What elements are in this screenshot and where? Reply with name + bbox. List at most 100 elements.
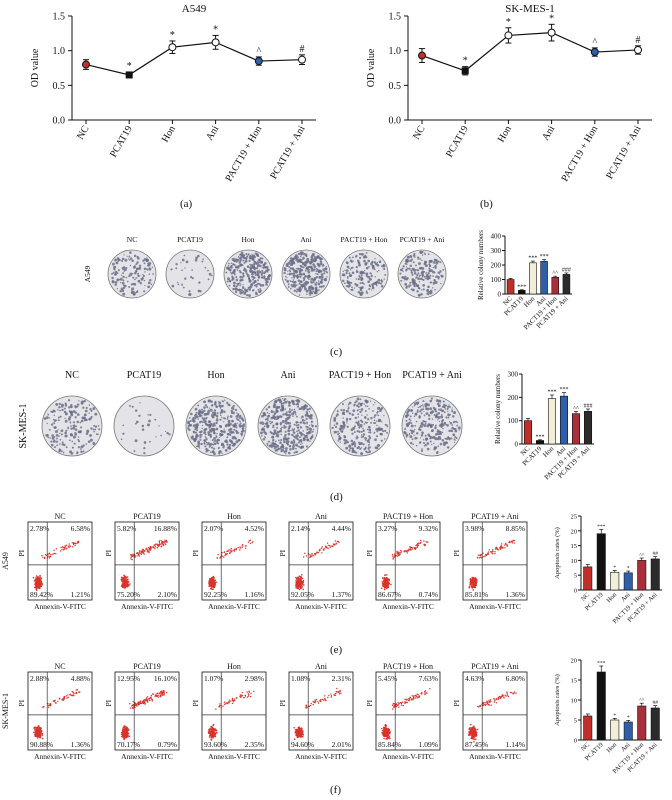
flow-dot (37, 724, 40, 727)
colony-dot (71, 440, 74, 443)
colony-dot (111, 280, 114, 283)
colony-dot (285, 440, 288, 444)
colony-dot (409, 254, 413, 258)
colony-dot (129, 251, 132, 254)
colony-dot (375, 420, 378, 422)
colony-dot (121, 257, 125, 261)
colony-dot (260, 276, 264, 279)
colony-dot (85, 432, 89, 435)
colony-dot (282, 443, 284, 446)
colony-dot (368, 287, 371, 290)
colony-dot (415, 269, 418, 271)
colony-dot (311, 288, 314, 291)
colony-dot (90, 409, 93, 412)
flow-dot (126, 585, 129, 588)
colony-dot (292, 283, 296, 286)
colony-dot (296, 430, 298, 433)
flow-dot (409, 546, 411, 548)
colony-dot (439, 273, 441, 275)
bar (623, 572, 633, 591)
flow-dot (210, 583, 213, 585)
row-label: SK-MES-1 (18, 403, 29, 448)
colony-dot (257, 260, 259, 262)
colony-dot (304, 260, 307, 264)
colony-dot (434, 265, 437, 268)
flow-dot (126, 576, 129, 578)
flow-dot (321, 546, 324, 548)
colony-dot (282, 446, 285, 448)
colony-dot (295, 450, 299, 454)
flow-dot (138, 554, 140, 556)
flow-dot (480, 554, 483, 556)
colony-dot (379, 432, 383, 436)
colony-dot (414, 412, 418, 415)
flow-dot (148, 699, 151, 702)
colony-dot (270, 416, 274, 420)
colony-dot (360, 402, 363, 406)
colony-dot (364, 410, 367, 413)
flow-x-label: Annexin-V-FITC (295, 602, 347, 611)
flow-dot (468, 585, 471, 588)
colony-dot (432, 275, 434, 277)
colony-dot (64, 431, 67, 435)
flow-dot (37, 580, 40, 583)
colony-dot (241, 424, 245, 428)
y-tick-label: 1.0 (389, 46, 402, 57)
colony-dot (373, 419, 376, 422)
colony-dot (440, 408, 442, 410)
colony-dot (223, 399, 226, 401)
colony-dot (227, 415, 229, 417)
colony-dot (248, 253, 250, 255)
colony-dot (289, 257, 293, 260)
colony-dot (223, 428, 225, 430)
bar-y-axis-label: Relative colony numbers (477, 230, 485, 300)
flow-dot (423, 540, 425, 542)
flow-dot (142, 702, 144, 704)
quadrant-ul: 2.78% (30, 524, 49, 533)
colony-dot (50, 443, 54, 447)
colony-dot (114, 258, 117, 262)
colony-dot (277, 447, 280, 451)
bar (529, 262, 537, 295)
flow-dot (47, 706, 50, 709)
data-point (547, 28, 556, 37)
colony-dot (310, 285, 313, 288)
colony-dot (404, 428, 406, 431)
flow-dot (219, 557, 221, 559)
colony-dot (378, 418, 382, 422)
flow-dot (137, 704, 140, 706)
colony-dot (242, 257, 244, 259)
colony-dot (343, 282, 346, 285)
flow-dot (52, 553, 54, 555)
flow-dot (143, 553, 145, 555)
colony-panel-sk-mes-1: SK-MES-1NC PCAT19 Hon Ani PACT19 + Hon PCAT19… (18, 370, 594, 481)
colony-dot (183, 254, 186, 257)
colony-dot (378, 427, 382, 431)
colony-dot (359, 410, 362, 414)
colony-dot (301, 442, 303, 444)
colony-dot (227, 277, 230, 281)
flow-dot (123, 725, 126, 728)
colony-dot (242, 273, 245, 276)
colony-dot (230, 262, 233, 265)
colony-dot (249, 263, 251, 266)
colony-dot (241, 429, 245, 433)
colony-dot (364, 254, 367, 257)
bar-y-tick-label: 400 (491, 233, 502, 241)
colony-dot (368, 435, 371, 438)
colony-dot (363, 283, 365, 285)
colony-dot (308, 278, 310, 280)
colony-dot (62, 451, 65, 454)
colony-dot (360, 276, 363, 279)
colony-dot (317, 282, 320, 285)
flow-dot (296, 576, 299, 579)
flow-dot (491, 549, 494, 551)
colony-dot (368, 277, 372, 281)
colony-dot (292, 444, 295, 448)
colony-dot (134, 264, 136, 267)
colony-dot (449, 422, 453, 425)
flow-dot (163, 541, 165, 543)
flow-dot (130, 558, 132, 560)
quadrant-lr: 1.16% (245, 590, 264, 599)
flow-dot (305, 555, 308, 557)
